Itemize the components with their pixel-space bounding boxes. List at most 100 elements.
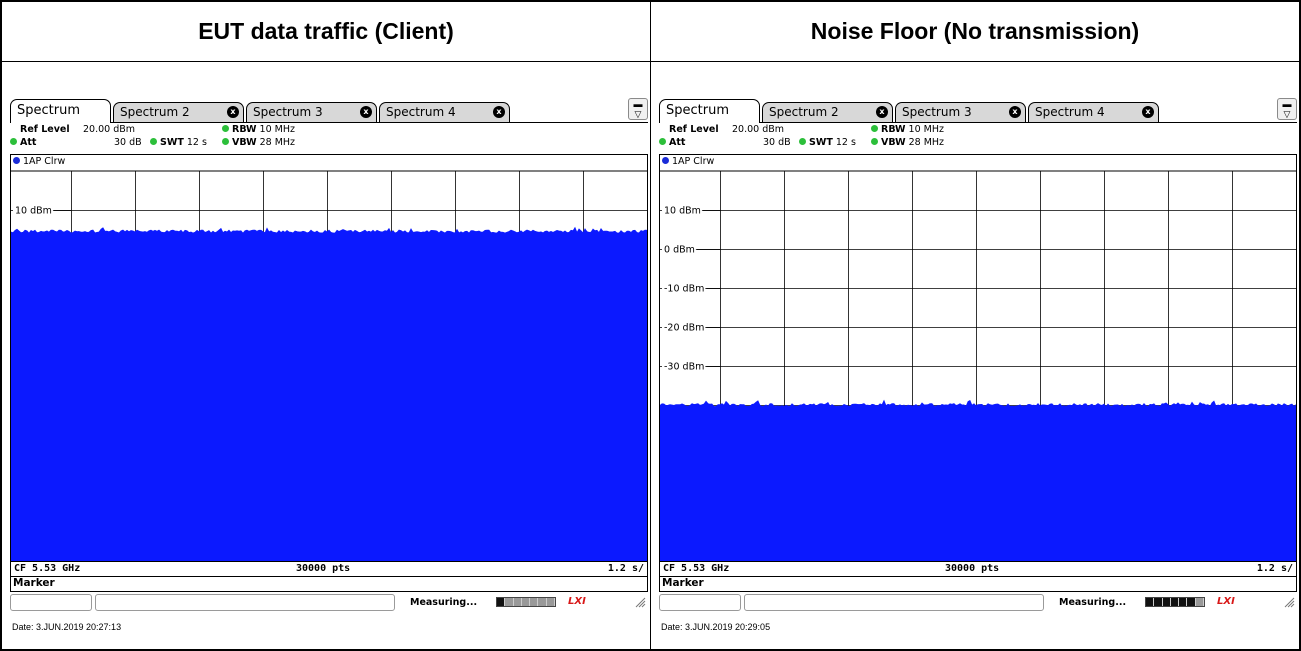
- y-tick-label: 10 dBm: [664, 206, 701, 217]
- header-divider: [0, 61, 1301, 62]
- trace-dot: [13, 157, 20, 164]
- panel-right: Spectrum Spectrum 2 x Spectrum 3 x Spectru…: [651, 62, 1300, 651]
- vbw-value: 28 MHz: [259, 137, 296, 148]
- att-label: Att: [669, 137, 686, 148]
- resize-grip-icon[interactable]: [1283, 596, 1295, 608]
- swt-value: 12 s: [186, 137, 207, 148]
- status-dot: [799, 138, 806, 145]
- marker-bar[interactable]: Marker: [659, 577, 1297, 592]
- ref-level-label: Ref Level: [669, 124, 719, 135]
- y-tick-label: 0 dBm: [664, 245, 695, 256]
- time-per-division: 1.2 s/: [607, 563, 644, 574]
- timestamp: Date: 3.JUN.2019 20:27:13: [12, 622, 122, 632]
- swt-label: SWT: [809, 137, 833, 148]
- close-icon[interactable]: x: [493, 106, 505, 118]
- spectrum-trace: [660, 399, 1296, 561]
- marker-bar[interactable]: Marker: [10, 577, 648, 592]
- tab-bar: Spectrum Spectrum 2 x Spectrum 3 x Spectru…: [659, 98, 1297, 123]
- y-label-background: [662, 360, 707, 372]
- tab-label: Spectrum 2: [120, 105, 190, 119]
- close-icon[interactable]: x: [1009, 106, 1021, 118]
- tab-spectrum-3[interactable]: Spectrum 3 x: [246, 102, 377, 122]
- status-field: [659, 594, 741, 611]
- tab-label: Spectrum 4: [1035, 105, 1105, 119]
- rbw-label: RBW: [881, 124, 906, 135]
- tab-label: Spectrum 3: [253, 105, 323, 119]
- close-icon[interactable]: x: [1142, 106, 1154, 118]
- att-label: Att: [20, 137, 37, 148]
- analyzer-window: Spectrum Spectrum 2 x Spectrum 3 x Spectru…: [659, 98, 1297, 640]
- spectrum-graph[interactable]: 1AP Clrw 10 dBm 0 dBm -10 dBm -20 dBm -30 dB…: [659, 154, 1297, 562]
- tab-label: Spectrum 2: [769, 105, 839, 119]
- menu-icon[interactable]: ▬ ▽: [628, 98, 648, 120]
- y-label-background: [662, 204, 703, 216]
- column-header-left: EUT data traffic (Client): [198, 18, 454, 44]
- att-value: 30 dB: [763, 137, 791, 148]
- tab-label: Spectrum 3: [902, 105, 972, 119]
- column-divider: [650, 0, 651, 651]
- column-header-right: Noise Floor (No transmission): [810, 18, 1140, 44]
- status-field: [95, 594, 395, 611]
- trace-label: 1AP Clrw: [662, 156, 714, 167]
- close-icon[interactable]: x: [360, 106, 372, 118]
- status-dot: [222, 138, 229, 145]
- close-icon[interactable]: x: [227, 106, 239, 118]
- graph-footer: CF 5.53 GHz 30000 pts 1.2 s/: [659, 562, 1297, 577]
- vbw-value: 28 MHz: [908, 137, 945, 148]
- rbw-value: 10 MHz: [908, 124, 944, 135]
- status-bar: Measuring... LXI: [659, 594, 1297, 612]
- status-dot: [659, 138, 666, 145]
- y-label-background: [662, 243, 697, 255]
- y-tick-label: -30 dBm: [664, 362, 704, 373]
- spectrum-plot: 10 dBm: [11, 170, 647, 561]
- status-dot: [10, 138, 17, 145]
- swt-value: 12 s: [835, 137, 856, 148]
- tab-bar: Spectrum Spectrum 2 x Spectrum 3 x Spectru…: [10, 98, 648, 123]
- analyzer-window: Spectrum Spectrum 2 x Spectrum 3 x Spectru…: [10, 98, 648, 640]
- spectrum-graph[interactable]: 1AP Clrw 10 dBm: [10, 154, 648, 562]
- tab-spectrum[interactable]: Spectrum: [10, 99, 111, 123]
- spectrum-plot: 10 dBm 0 dBm -10 dBm -20 dBm -30 dBm: [660, 170, 1296, 561]
- status-dot: [871, 138, 878, 145]
- tab-label: Spectrum 4: [386, 105, 456, 119]
- rbw-value: 10 MHz: [259, 124, 295, 135]
- y-tick-label: 10 dBm: [15, 206, 52, 217]
- time-per-division: 1.2 s/: [1256, 563, 1293, 574]
- vbw-label: VBW: [881, 137, 906, 148]
- close-icon[interactable]: x: [876, 106, 888, 118]
- tab-spectrum-2[interactable]: Spectrum 2 x: [762, 102, 893, 122]
- swt-label: SWT: [160, 137, 184, 148]
- panel-left: Spectrum Spectrum 2 x Spectrum 3 x Spectru…: [2, 62, 651, 651]
- measuring-status: Measuring...: [410, 597, 478, 608]
- graph-footer: CF 5.53 GHz 30000 pts 1.2 s/: [10, 562, 648, 577]
- status-bar: Measuring... LXI: [10, 594, 648, 612]
- resize-grip-icon[interactable]: [634, 596, 646, 608]
- vbw-label: VBW: [232, 137, 257, 148]
- ref-level-value: 20.00 dBm: [83, 124, 136, 135]
- progress-bar: [1145, 597, 1205, 607]
- status-field: [744, 594, 1044, 611]
- parameter-bar: Ref Level 20.00 dBm RBW 10 MHz Att 30 dB…: [659, 122, 1297, 152]
- y-label-background: [662, 282, 707, 294]
- tab-spectrum-2[interactable]: Spectrum 2 x: [113, 102, 244, 122]
- tab-spectrum[interactable]: Spectrum: [659, 99, 760, 123]
- status-dot: [222, 125, 229, 132]
- measuring-status: Measuring...: [1059, 597, 1127, 608]
- status-field: [10, 594, 92, 611]
- ref-level-value: 20.00 dBm: [732, 124, 785, 135]
- tab-spectrum-4[interactable]: Spectrum 4 x: [379, 102, 510, 122]
- trace-dot: [662, 157, 669, 164]
- spectrum-trace: [11, 226, 647, 561]
- tab-spectrum-4[interactable]: Spectrum 4 x: [1028, 102, 1159, 122]
- sweep-points: 30000 pts: [945, 563, 1000, 574]
- att-value: 30 dB: [114, 137, 142, 148]
- lxi-icon: LXI: [568, 596, 586, 607]
- tab-spectrum-3[interactable]: Spectrum 3 x: [895, 102, 1026, 122]
- menu-icon[interactable]: ▬ ▽: [1277, 98, 1297, 120]
- timestamp: Date: 3.JUN.2019 20:29:05: [661, 622, 771, 632]
- trace-label: 1AP Clrw: [13, 156, 65, 167]
- progress-bar: [496, 597, 556, 607]
- center-frequency: CF 5.53 GHz: [663, 563, 730, 574]
- center-frequency: CF 5.53 GHz: [14, 563, 81, 574]
- sweep-points: 30000 pts: [296, 563, 351, 574]
